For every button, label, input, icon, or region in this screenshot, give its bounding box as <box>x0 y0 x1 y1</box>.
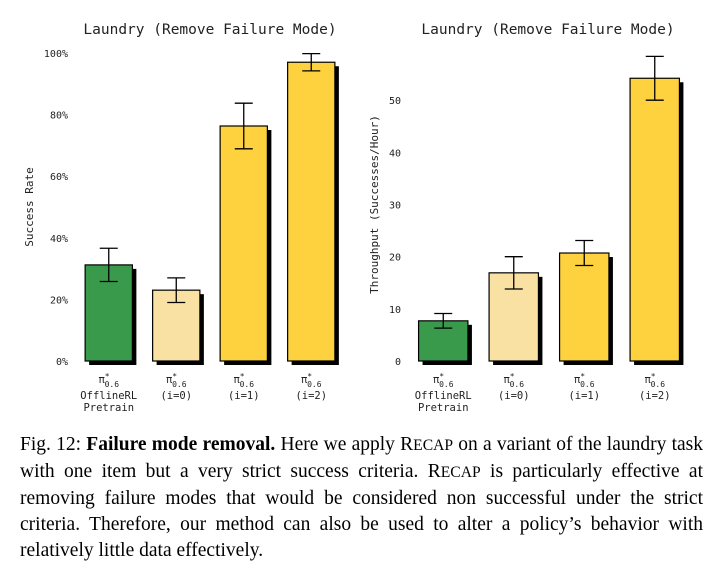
method-name: RECAP <box>400 434 454 455</box>
error-bar <box>575 239 594 267</box>
x-tick-note: (i=1) <box>568 390 600 402</box>
chart-title: Laundry (Remove Failure Mode) <box>421 22 674 38</box>
caption-text: on a variant of the laundry task with on… <box>20 434 703 482</box>
bar <box>629 77 681 362</box>
policy-symbol: π <box>98 374 105 386</box>
policy-sub: 0.6 <box>105 380 120 389</box>
x-tick-note: Pretrain <box>83 402 134 414</box>
policy-sub: 0.6 <box>307 380 322 389</box>
policy-sup: * <box>105 372 110 381</box>
bar <box>558 252 610 362</box>
x-tick-label: π* 0.6 <box>644 372 665 389</box>
x-tick-label: π* 0.6 <box>574 372 595 389</box>
policy-symbol: π <box>166 374 173 386</box>
y-tick-label: 0 <box>395 357 401 368</box>
error-bar <box>99 247 118 283</box>
x-tick-label: π* 0.6 <box>433 372 454 389</box>
y-tick-label: 40 <box>389 148 401 159</box>
x-tick-note: (i=2) <box>639 390 671 402</box>
error-bar <box>234 102 253 150</box>
x-tick-note: (i=0) <box>160 390 192 402</box>
error-bar <box>504 256 523 290</box>
y-axis-label: Success Rate <box>23 167 36 246</box>
caption-text: is particularly effective at removing fa… <box>20 461 703 561</box>
y-tick-label: 40% <box>50 234 68 245</box>
caption-text: Here we apply <box>280 434 401 455</box>
policy-sup: * <box>172 372 177 381</box>
policy-sub: 0.6 <box>580 380 595 389</box>
x-tick-note: OfflineRL <box>80 390 137 402</box>
error-bar <box>645 55 664 101</box>
error-bar <box>302 52 321 72</box>
y-tick-label: 80% <box>50 111 68 122</box>
y-tick-label: 50 <box>389 96 401 107</box>
bar <box>287 61 336 362</box>
x-tick-note: (i=0) <box>498 390 530 402</box>
method-name: RECAP <box>427 461 481 482</box>
error-bar <box>434 312 453 329</box>
policy-sub: 0.6 <box>651 380 666 389</box>
policy-sup: * <box>439 372 444 381</box>
y-tick-label: 0% <box>56 357 68 368</box>
x-tick-label: π* 0.6 <box>503 372 524 389</box>
x-tick-label: π* 0.6 <box>233 372 254 389</box>
policy-sup: * <box>580 372 585 381</box>
x-tick-label: π* 0.6 <box>301 372 322 389</box>
y-axis-label: Throughput (Successes/Hour) <box>368 115 381 294</box>
x-tick-note: OfflineRL <box>415 390 472 402</box>
y-tick-label: 100% <box>44 49 68 60</box>
caption-heading: Failure mode removal. <box>86 434 276 455</box>
policy-sup: * <box>651 372 656 381</box>
y-tick-label: 60% <box>50 172 68 183</box>
x-tick-note: Pretrain <box>418 402 469 414</box>
x-tick-label: π* 0.6 <box>98 372 119 389</box>
y-tick-label: 20% <box>50 295 68 306</box>
x-tick-label: π* 0.6 <box>166 372 187 389</box>
policy-sub: 0.6 <box>439 380 454 389</box>
policy-sup: * <box>240 372 245 381</box>
y-tick-label: 20 <box>389 253 401 264</box>
policy-sup: * <box>307 372 312 381</box>
policy-symbol: π <box>433 374 440 386</box>
x-tick-note: (i=1) <box>228 390 260 402</box>
bar <box>219 125 268 362</box>
y-tick-label: 30 <box>389 201 401 212</box>
figure: Laundry (Remove Failure Mode) Success Rat… <box>23 22 684 414</box>
policy-sub: 0.6 <box>510 380 525 389</box>
policy-sub: 0.6 <box>172 380 187 389</box>
caption: Fig. 12: Failure mode removal. Here we a… <box>20 432 703 564</box>
policy-sub: 0.6 <box>240 380 255 389</box>
caption-label: Fig. 12: <box>20 434 82 455</box>
y-tick-label: 10 <box>389 305 401 316</box>
chart-title: Laundry (Remove Failure Mode) <box>83 22 336 38</box>
policy-symbol: π <box>503 374 510 386</box>
policy-sup: * <box>510 372 515 381</box>
error-bar <box>167 277 186 304</box>
policy-symbol: π <box>233 374 240 386</box>
policy-symbol: π <box>644 374 651 386</box>
x-tick-note: (i=2) <box>295 390 327 402</box>
policy-symbol: π <box>574 374 581 386</box>
policy-symbol: π <box>301 374 308 386</box>
